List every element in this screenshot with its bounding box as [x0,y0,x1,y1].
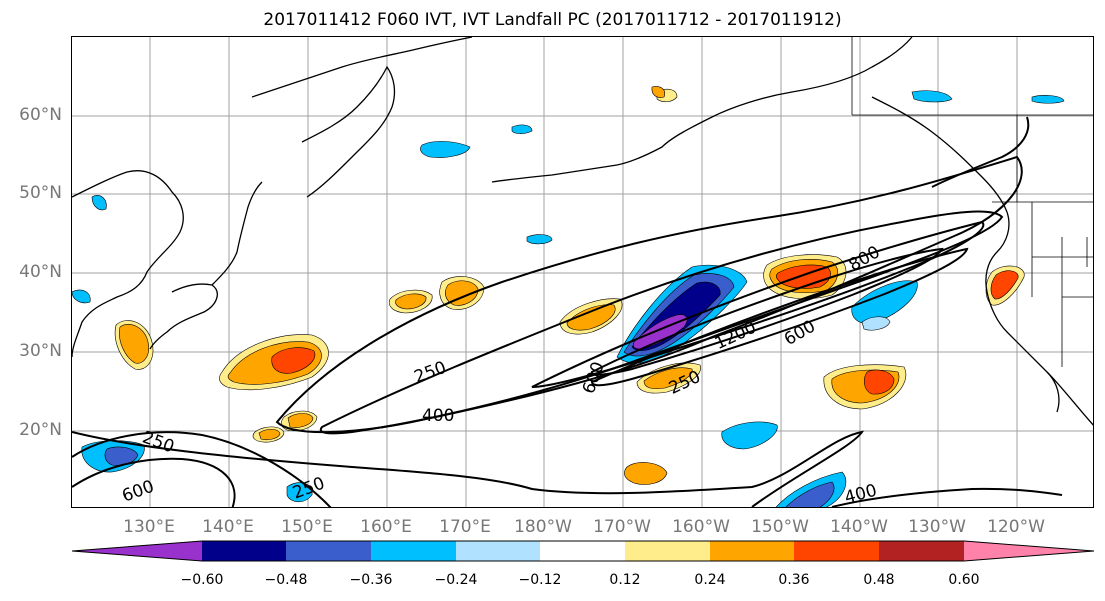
colorbar-segment [286,541,371,561]
colorbar [72,540,1095,562]
contour-label: 400 [422,406,454,426]
contour-label: 250 [412,358,449,388]
gridlines [72,37,1093,507]
colorbar-tick: −0.48 [264,572,308,588]
baja [1046,371,1060,413]
lat-label-40: 40°N [19,262,62,282]
lon-label-170w: 170°W [593,517,651,537]
aleutians [491,164,618,183]
state-borders [851,37,1093,367]
colorbar-outline [72,540,1095,562]
lon-label-180w: 180°W [514,517,572,537]
lon-label-130w: 130°W [908,517,966,537]
ivt-800 [590,247,969,387]
kamchatka [301,65,396,198]
ivt-400 [319,210,1004,435]
lat-label-50: 50°N [19,183,62,203]
siberia-coast [251,37,473,98]
ivt-250-south [72,430,865,507]
north-america [985,211,1093,426]
japan [149,181,263,350]
ivt-400-south [831,487,1063,507]
lat-label-60: 60°N [19,105,62,125]
contour-label: 600 [579,359,609,396]
alaska [616,37,1008,213]
colorbar-segment [794,541,879,561]
asia-coast [72,170,184,358]
lon-label-160w: 160°W [672,517,730,537]
contour-label: 400 [843,481,880,508]
colorbar-tick: −0.12 [518,572,562,588]
lon-label-140e: 140°E [202,517,254,537]
ivt-600 [531,220,985,388]
colorbar-tick: 0.60 [948,572,980,588]
lon-label-170e: 170°E [439,517,491,537]
colorbar-segments [72,540,1095,562]
colorbar-tick: 0.48 [863,572,895,588]
lon-label-120w: 120°W [987,517,1045,537]
colorbar-tick: 0.36 [778,572,810,588]
lon-label-140w: 140°W [830,517,888,537]
colorbar-segment [710,541,794,561]
colorbar-segment [72,541,202,561]
map-title: 2017011412 F060 IVT, IVT Landfall PC (20… [263,10,842,30]
colorbar-tick: −0.24 [434,572,478,588]
lon-label-150e: 150°E [281,517,333,537]
coastlines [72,37,1093,426]
colorbar-tick: −0.60 [180,572,224,588]
lat-label-20: 20°N [19,420,62,440]
ivt-250-north [275,155,1023,434]
ivt-contours [72,116,1063,507]
ivt-tail [931,116,1030,188]
colorbar-segment [540,541,625,561]
colorbar-segment [964,541,1094,561]
map-panel: 250 400 250 400 600 1200 800 600 250 250… [71,36,1094,508]
pc-filled-contours [72,86,1065,507]
ivt-1200 [590,247,944,376]
lon-label-130e: 130°E [123,517,175,537]
colorbar-segment [456,541,540,561]
lon-label-150w: 150°W [751,517,809,537]
colorbar-segment [879,541,964,561]
colorbar-segment [625,541,710,561]
ivt-600-sw [72,457,236,507]
ivt-250-sw [72,431,332,507]
colorbar-segment [202,541,286,561]
lon-label-160e: 160°E [360,517,412,537]
colorbar-tick: −0.36 [349,572,393,588]
colorbar-tick: 0.12 [609,572,641,588]
contour-label: 600 [119,477,156,507]
colorbar-tick: 0.24 [694,572,726,588]
colorbar-segment [371,541,456,561]
lat-label-30: 30°N [19,341,62,361]
map-canvas: 250 400 250 400 600 1200 800 600 250 250… [72,37,1093,508]
